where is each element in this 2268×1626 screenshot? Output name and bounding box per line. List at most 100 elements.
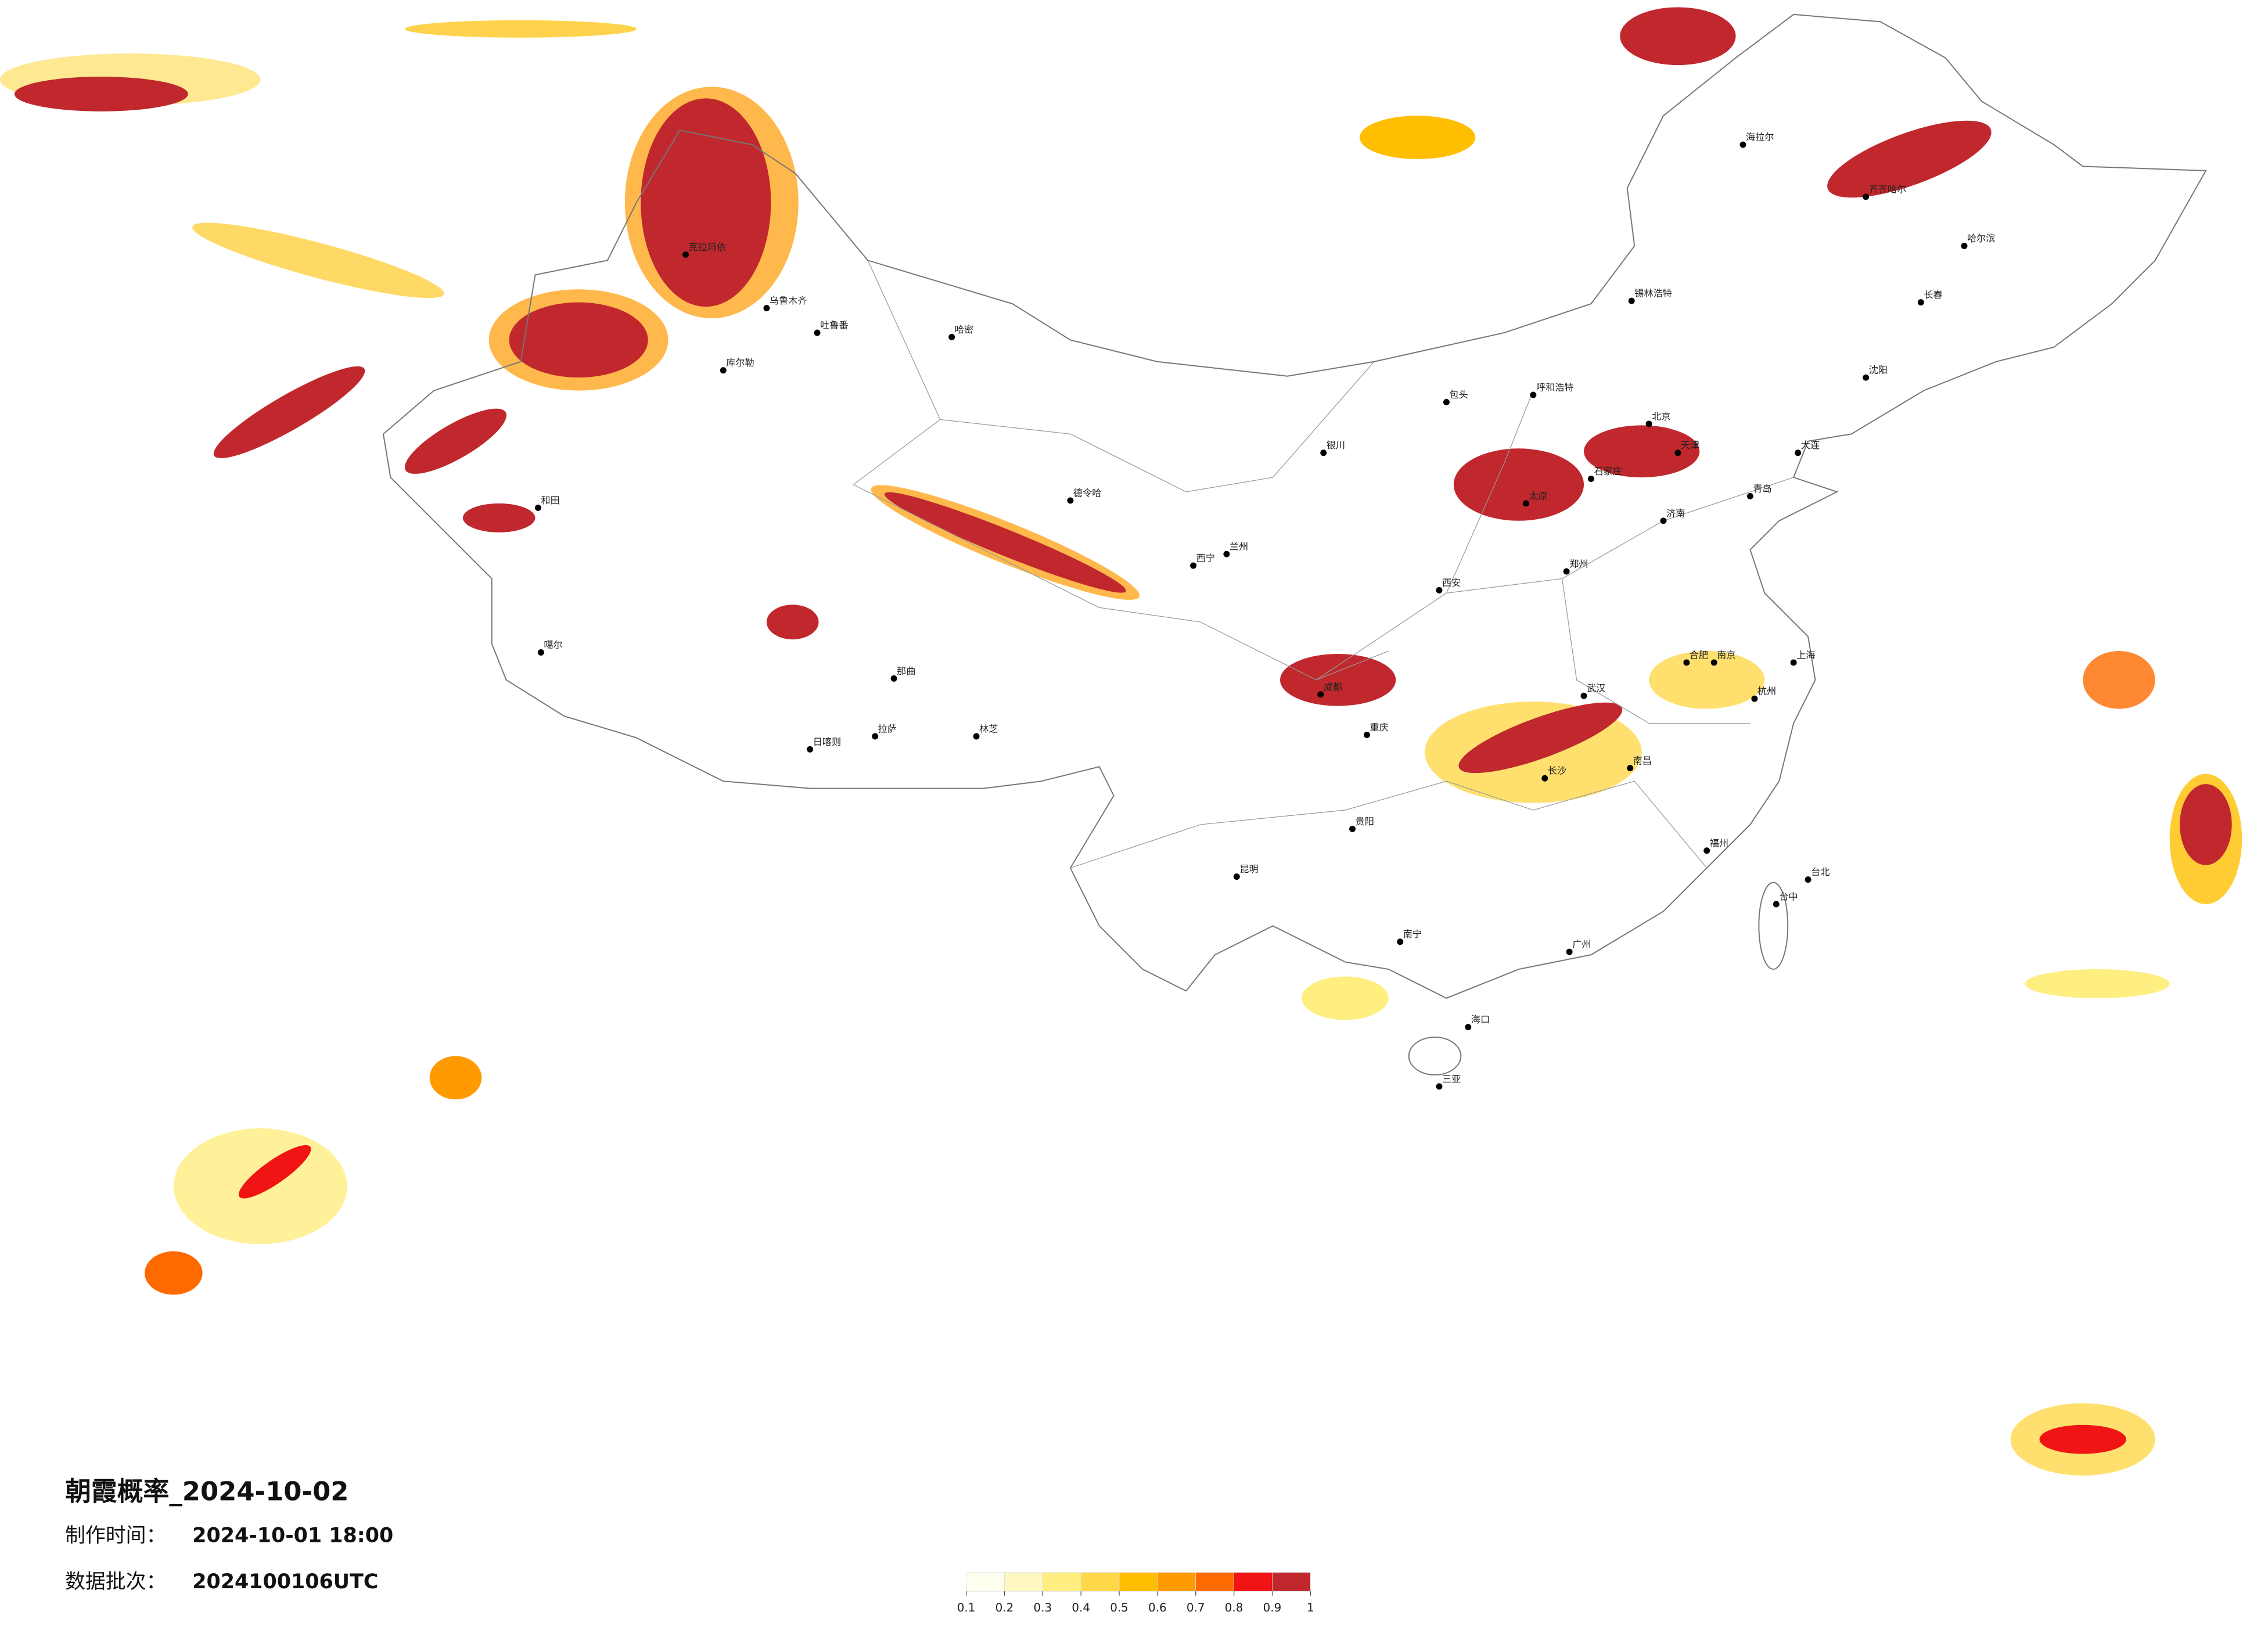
colorbar-box [1080,1572,1120,1592]
city-dot [872,733,879,740]
map-title: 朝霞概率_2024-10-02 [65,1476,348,1506]
city-dot [1739,141,1746,148]
made-time: 2024-10-01 18:00 [192,1524,393,1548]
colorbar-label: 0.3 [1033,1601,1052,1614]
city-dot [1660,517,1667,524]
colorbar-box [1234,1572,1273,1592]
city-label: 台中 [1779,891,1798,902]
city-dot [1587,476,1594,483]
colorbar-box [966,1572,1005,1592]
city-dot [1961,243,1968,249]
city-dot [763,305,770,312]
hainan [1408,1037,1462,1075]
colorbar-label: 0.9 [1263,1601,1282,1614]
colorbar-label: 0.4 [1072,1601,1090,1614]
batch-label: 数据批次： [65,1570,166,1593]
city-dot [890,675,897,682]
batch: 2024100106UTC [192,1570,378,1593]
city-label: 贵阳 [1356,816,1374,827]
city-label: 日喀则 [813,736,842,747]
city-dot [1710,659,1717,666]
colorbar-label: 0.7 [1187,1601,1205,1614]
city-label: 济南 [1666,508,1685,519]
city-dot [1436,587,1443,593]
city-label: 林芝 [979,723,998,734]
city-dot [1703,847,1710,854]
city-dot [682,251,689,258]
city-dot [1349,825,1356,832]
colorbar-label: 0.1 [957,1601,976,1614]
city-dot [534,504,541,511]
city-label: 锡林浩特 [1634,288,1672,299]
city-dot [1067,497,1074,504]
city-label: 哈尔滨 [1967,233,1996,244]
colorbar-label: 0.5 [1110,1601,1128,1614]
city-dot [1223,551,1230,557]
city-label: 沈阳 [1869,365,1888,376]
city-label: 成都 [1324,681,1342,692]
city-dot [1233,873,1240,880]
city-dot [1397,938,1404,945]
city-label: 长沙 [1548,765,1566,776]
city-dot [1317,691,1324,698]
city-dot [948,333,955,340]
city-label: 台北 [1811,866,1830,877]
city-label: 太原 [1529,490,1547,501]
city-dot [1790,659,1797,666]
city-label: 齐齐哈尔 [1869,184,1907,195]
colorbar-box [1042,1572,1081,1592]
city-dot [1683,659,1690,666]
city-dot [1917,299,1924,306]
city-label: 杭州 [1757,686,1776,697]
city-dot [973,733,980,740]
city-label: 德令哈 [1073,487,1102,498]
probability-field [0,7,2242,1476]
colorbar-box [1004,1572,1043,1592]
city-label: 西宁 [1196,553,1215,564]
city-label: 西安 [1442,577,1461,588]
city-dot [1628,297,1635,304]
made-label: 制作时间： [65,1524,166,1548]
city-label: 长春 [1924,289,1942,300]
colorbar-box [1119,1572,1158,1592]
city-label: 福州 [1710,837,1728,848]
city-label: 大连 [1801,440,1820,451]
colorbar-label: 0.6 [1148,1601,1167,1614]
city-dot [1863,374,1870,381]
city-dot [807,746,814,753]
city-label: 吐鲁番 [820,319,849,330]
city-dot [1443,399,1450,406]
city-label: 合肥 [1690,649,1708,660]
colorbar-box [1195,1572,1234,1592]
city-dot [1436,1083,1443,1090]
city-dot [1674,449,1681,456]
city-label: 三亚 [1442,1073,1461,1084]
city-label: 郑州 [1569,559,1588,570]
city-label: 海口 [1471,1014,1490,1025]
city-label: 那曲 [897,665,915,677]
city-label: 石家庄 [1594,466,1622,477]
city-label: 海拉尔 [1746,132,1774,143]
city-label: 包头 [1449,389,1468,400]
city-label: 拉萨 [878,723,897,734]
city-label: 上海 [1796,649,1815,660]
city-dot [1320,449,1327,456]
city-dot [1363,732,1370,738]
colorbar-label: 0.2 [995,1601,1014,1614]
colorbar-box [1272,1572,1311,1592]
city-label: 南京 [1717,649,1735,660]
colorbar-box [1157,1572,1196,1592]
city-dot [1580,692,1587,699]
city-dot [1190,562,1197,569]
city-dot [537,649,544,656]
city-dot [1530,391,1537,398]
city-label: 哈密 [955,324,973,335]
colorbar-label: 1 [1307,1601,1314,1614]
city-label: 南宁 [1403,929,1422,940]
city-label: 昆明 [1239,864,1258,875]
taiwan [1758,882,1789,970]
city-label: 武汉 [1587,683,1605,694]
